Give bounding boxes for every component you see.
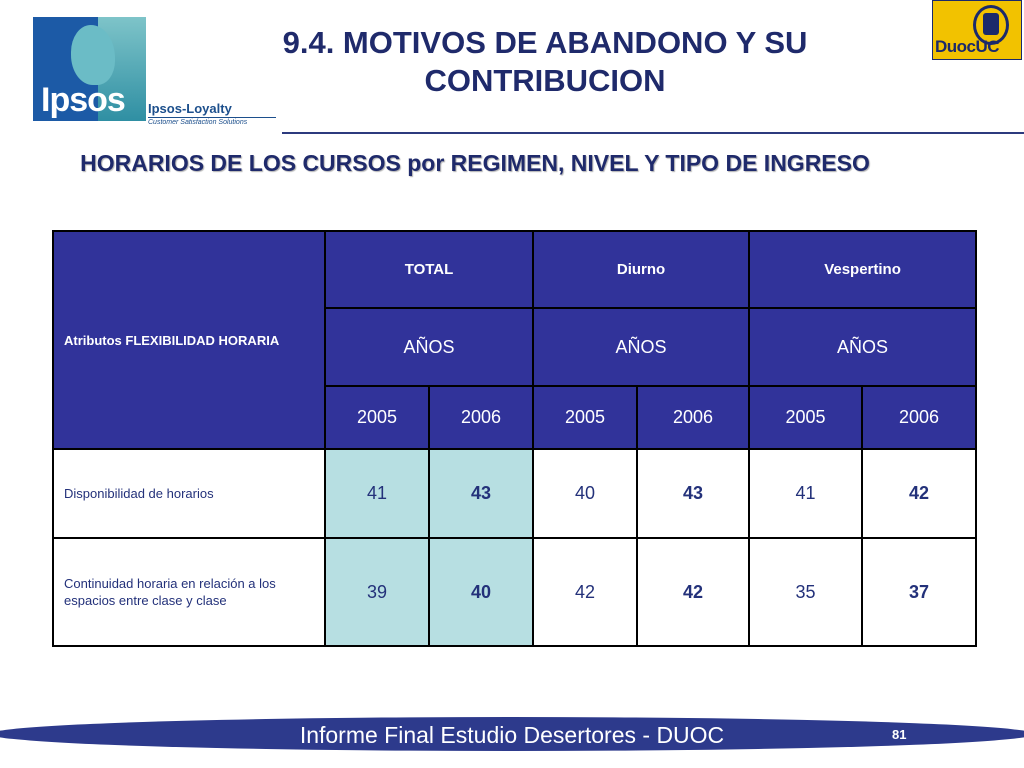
ipsos-logo: Ipsos: [33, 17, 146, 121]
table-row: Disponibilidad de horarios 41 43 40 43 4…: [52, 448, 978, 539]
table-cell: 39: [324, 537, 430, 647]
group-header-vespertino: Vespertino: [748, 230, 978, 309]
group-header-total: TOTAL: [323, 230, 535, 309]
year-header: 2005: [324, 385, 430, 450]
row-label: Disponibilidad de horarios: [52, 448, 326, 539]
subheader-years-diurno: AÑOS: [532, 307, 751, 387]
footer-band: [0, 717, 1024, 751]
year-header: 2005: [532, 385, 639, 450]
subheader-years-vespertino: AÑOS: [748, 307, 978, 387]
subheader-years-total: AÑOS: [323, 307, 535, 387]
row-header-attributes: Atributos FLEXIBILIDAD HORARIA: [52, 230, 326, 450]
year-header: 2006: [636, 385, 751, 450]
table-cell: 42: [861, 448, 978, 539]
header-divider: [282, 132, 1024, 134]
table-cell: 41: [748, 448, 864, 539]
table-cell: 42: [532, 537, 639, 647]
year-header: 2006: [427, 385, 535, 450]
table-row: Continuidad horaria en relación a los es…: [52, 537, 978, 647]
group-header-diurno: Diurno: [532, 230, 751, 309]
duoc-logo: DuocUC: [932, 0, 1022, 60]
duoc-logo-text: DuocUC: [935, 37, 1000, 56]
loyalty-brand-name: Ipsos-Loyalty: [148, 101, 232, 116]
ipsos-loyalty-brand: Ipsos-Loyalty Customer Satisfaction Solu…: [148, 102, 276, 127]
table-cell: 41: [324, 448, 430, 539]
loyalty-tagline: Customer Satisfaction Solutions: [148, 119, 248, 126]
table-cell: 43: [636, 448, 751, 539]
loyalty-divider: [148, 117, 276, 118]
year-header: 2005: [748, 385, 864, 450]
ipsos-logo-text: Ipsos: [41, 81, 126, 119]
table-cell: 37: [861, 537, 978, 647]
table-cell: 35: [748, 537, 864, 647]
row-label: Continuidad horaria en relación a los es…: [52, 537, 326, 647]
data-table: Atributos FLEXIBILIDAD HORARIA TOTAL Diu…: [52, 230, 978, 647]
slide-subtitle: HORARIOS DE LOS CURSOS por REGIMEN, NIVE…: [80, 150, 870, 176]
slide-title: 9.4. MOTIVOS DE ABANDONO Y SU CONTRIBUCI…: [282, 25, 808, 98]
table-cell: 43: [427, 448, 535, 539]
page-number: 81: [892, 727, 907, 742]
year-header: 2006: [861, 385, 978, 450]
table-cell: 42: [636, 537, 751, 647]
footer-text: Informe Final Estudio Desertores - DUOC: [299, 722, 725, 748]
table-cell: 40: [532, 448, 639, 539]
table-cell: 40: [427, 537, 535, 647]
ipsos-logo-head-icon: [71, 25, 115, 85]
duoc-crest-icon: [973, 5, 1009, 45]
